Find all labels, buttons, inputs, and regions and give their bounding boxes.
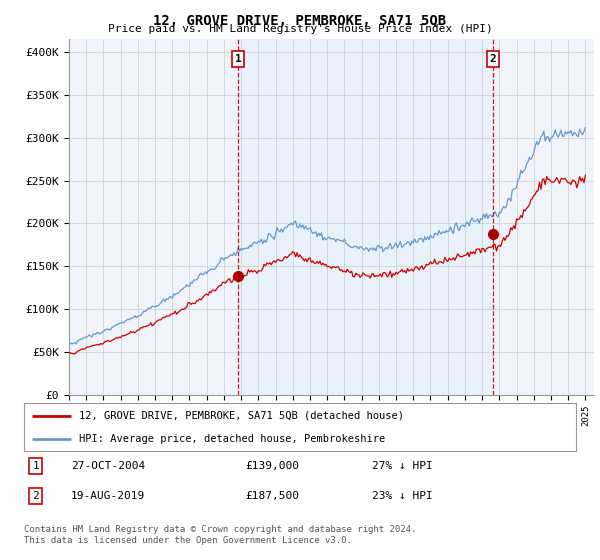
Text: 27% ↓ HPI: 27% ↓ HPI xyxy=(372,461,433,471)
Text: HPI: Average price, detached house, Pembrokeshire: HPI: Average price, detached house, Pemb… xyxy=(79,435,385,445)
Text: 1: 1 xyxy=(32,461,39,471)
Text: 1: 1 xyxy=(235,54,241,64)
Text: 12, GROVE DRIVE, PEMBROKE, SA71 5QB (detached house): 12, GROVE DRIVE, PEMBROKE, SA71 5QB (det… xyxy=(79,410,404,421)
Text: 27-OCT-2004: 27-OCT-2004 xyxy=(71,461,145,471)
Text: 12, GROVE DRIVE, PEMBROKE, SA71 5QB: 12, GROVE DRIVE, PEMBROKE, SA71 5QB xyxy=(154,14,446,28)
Bar xyxy=(238,39,493,395)
Text: 23% ↓ HPI: 23% ↓ HPI xyxy=(372,491,433,501)
Text: £139,000: £139,000 xyxy=(245,461,299,471)
Text: 2: 2 xyxy=(490,54,496,64)
Text: 2: 2 xyxy=(32,491,39,501)
Text: Price paid vs. HM Land Registry's House Price Index (HPI): Price paid vs. HM Land Registry's House … xyxy=(107,24,493,34)
Text: £187,500: £187,500 xyxy=(245,491,299,501)
Text: 19-AUG-2019: 19-AUG-2019 xyxy=(71,491,145,501)
Text: Contains HM Land Registry data © Crown copyright and database right 2024.
This d: Contains HM Land Registry data © Crown c… xyxy=(24,525,416,545)
